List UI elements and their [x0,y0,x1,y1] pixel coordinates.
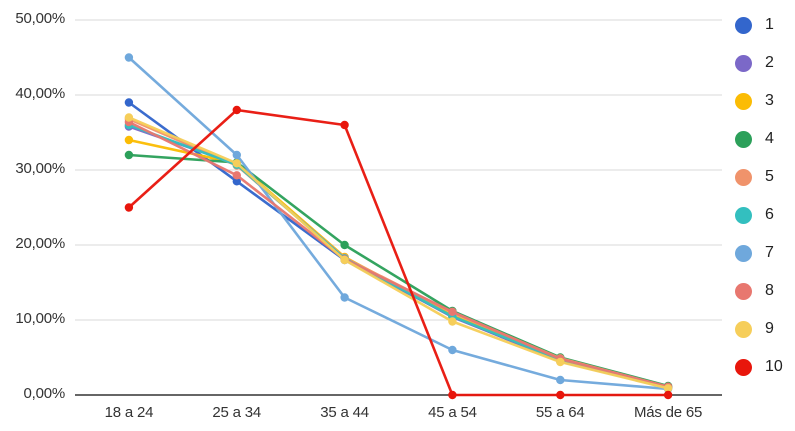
data-point-8-1 [232,171,241,180]
data-point-9-2 [340,255,349,265]
y-tick-label: 40,00% [15,85,65,102]
legend-item-2[interactable]: 2 [735,44,795,82]
legend-label: 6 [765,206,774,223]
x-tick-label: 55 a 64 [535,404,585,421]
data-point-9-4 [556,357,565,367]
y-tick-label: 30,00% [15,160,65,177]
legend-swatch-icon [735,54,752,72]
legend-item-6[interactable]: 6 [735,196,795,234]
legend-item-9[interactable]: 9 [735,310,795,348]
x-tick-label: 18 a 24 [104,404,154,421]
legend-item-4[interactable]: 4 [735,120,795,158]
data-point-7-3 [448,345,457,355]
data-point-10-0 [124,203,134,212]
data-point-10-5 [663,390,673,400]
legend-swatch-icon [735,168,752,186]
data-point-10-3 [448,390,457,400]
data-point-4-0 [124,150,134,160]
legend-label: 9 [765,320,774,337]
data-point-9-0 [124,113,134,122]
legend-item-10[interactable]: 10 [735,348,795,386]
legend-swatch-icon [735,282,752,300]
legend-swatch-icon [735,244,752,262]
data-point-3-0 [124,135,134,145]
legend-swatch-icon [735,92,752,110]
data-point-10-4 [556,390,565,400]
data-point-1-0 [124,98,134,107]
data-point-7-0 [124,53,134,62]
legend-item-1[interactable]: 1 [735,6,795,44]
x-tick-label: 35 a 44 [320,404,369,421]
legend-label: 2 [765,54,774,71]
legend-label: 3 [765,92,774,109]
series-line-8 [127,120,670,389]
legend-label: 4 [765,130,774,147]
legend-label: 5 [765,168,774,185]
legend-swatch-icon [735,206,752,224]
y-tick-label: 20,00% [15,235,65,252]
data-point-10-2 [340,120,349,130]
legend-item-3[interactable]: 3 [735,82,795,120]
data-point-7-2 [340,293,349,302]
x-tick-label: Más de 65 [633,404,703,421]
data-point-9-5 [663,384,673,393]
data-point-4-2 [340,240,349,250]
series-line-4 [127,153,670,388]
series-line-6 [127,123,670,389]
data-point-9-1 [232,159,241,168]
legend-item-8[interactable]: 8 [735,272,795,310]
legend-swatch-icon [735,16,752,34]
data-point-1-1 [232,177,241,186]
legend-item-7[interactable]: 7 [735,234,795,272]
series-line-5 [127,117,670,389]
legend-swatch-icon [735,320,752,338]
y-tick-label: 10,00% [15,310,65,327]
legend-item-5[interactable]: 5 [735,158,795,196]
data-point-10-1 [232,105,241,115]
series-line-7 [127,56,670,391]
legend-swatch-icon [735,358,752,376]
y-tick-label: 50,00% [15,10,65,27]
y-tick-label: 0,00% [23,385,65,402]
data-point-7-1 [232,150,241,160]
data-point-9-3 [448,317,457,326]
data-point-7-4 [556,375,565,385]
legend-label: 8 [765,282,774,299]
legend-swatch-icon [735,130,752,148]
legend-label: 10 [765,358,783,375]
x-tick-label: 25 a 34 [212,404,262,421]
series-line-10 [127,108,670,397]
series-line-3 [127,138,670,389]
x-tick-label: 45 a 54 [428,404,477,421]
legend-label: 1 [765,16,774,33]
legend-label: 7 [765,244,774,261]
chart-legend: 1 2 3 4 5 6 7 8 9 10 [735,6,795,386]
series-line-9 [127,116,670,390]
data-point-8-3 [448,307,457,316]
